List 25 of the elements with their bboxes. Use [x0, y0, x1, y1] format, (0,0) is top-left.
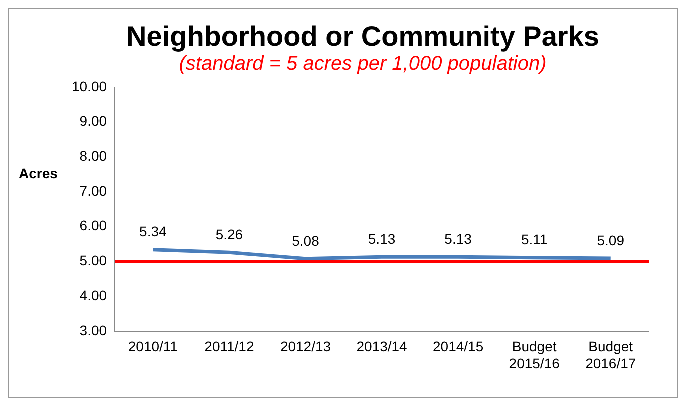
x-tick-label: 2011/12 [204, 338, 254, 355]
y-tick-label: 8.00 [80, 148, 108, 164]
x-tick-label: 2012/13 [280, 338, 332, 355]
y-tick-label: 6.00 [80, 218, 108, 234]
y-tick-label: 4.00 [80, 287, 108, 304]
x-tick-label: 2013/14 [356, 338, 408, 355]
y-tick-label: 3.00 [80, 322, 108, 338]
y-tick-label: 5.00 [80, 252, 108, 269]
y-tick-label: 9.00 [80, 113, 108, 130]
y-axis-title: Acres [19, 165, 58, 182]
y-tick-label: 10.00 [72, 78, 108, 94]
data-label: 5.08 [292, 232, 320, 249]
data-label: 5.13 [444, 231, 472, 248]
x-tick-label: Budget 2015/16 [509, 338, 560, 372]
data-label: 5.13 [368, 231, 396, 248]
x-tick-label: 2010/11 [128, 338, 178, 355]
data-label: 5.09 [597, 232, 625, 248]
chart-title: Neighborhood or Community Parks [126, 21, 600, 53]
data-label: 5.11 [521, 232, 548, 248]
data-label: 5.26 [216, 226, 244, 242]
x-tick-label: 2014/15 [432, 338, 484, 355]
y-tick-label: 7.00 [80, 182, 108, 199]
data-label: 5.34 [140, 224, 168, 240]
x-tick-label: Budget 2016/17 [586, 338, 636, 372]
chart-subtitle: (standard = 5 acres per 1,000 population) [178, 53, 548, 76]
